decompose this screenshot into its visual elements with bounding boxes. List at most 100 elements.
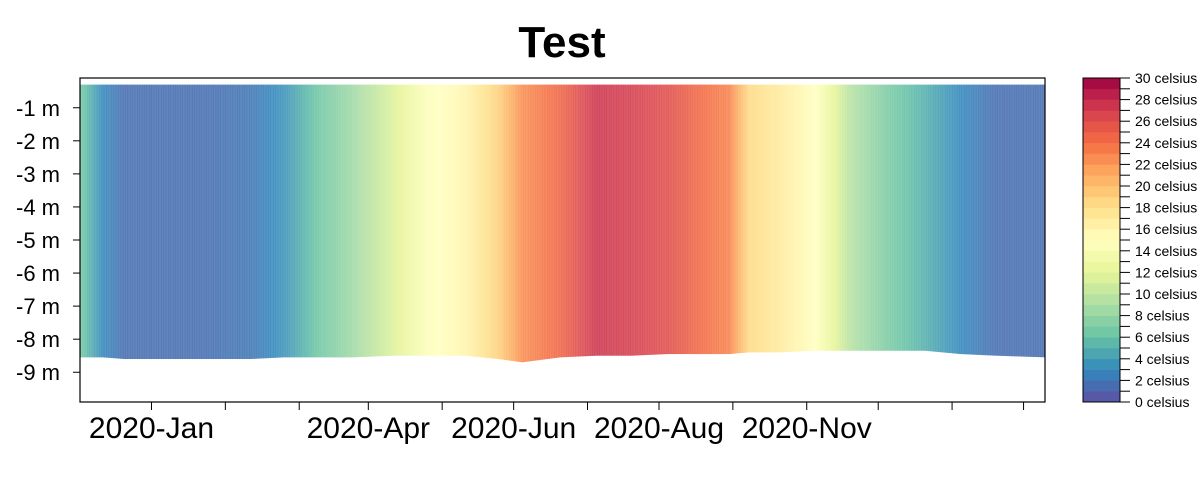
colorbar-label-15: 30 celsius xyxy=(1135,70,1197,86)
heat-cell-27 xyxy=(144,84,148,360)
colorbar-label-14: 28 celsius xyxy=(1135,92,1197,108)
heat-cell-31 xyxy=(153,84,157,360)
heat-cell-36 xyxy=(165,84,169,360)
heat-cell-171 xyxy=(487,84,491,359)
heat-cell-220 xyxy=(604,84,607,356)
heat-cell-266 xyxy=(713,84,717,355)
heat-cell-280 xyxy=(747,84,750,353)
heat-cell-261 xyxy=(701,84,705,355)
heat-cell-138 xyxy=(408,84,412,356)
heat-cell-219 xyxy=(601,84,605,356)
heat-cell-154 xyxy=(446,84,450,356)
heat-cell-355 xyxy=(925,84,929,351)
heat-cell-373 xyxy=(968,84,972,355)
heat-cell-256 xyxy=(689,84,693,355)
heat-cell-350 xyxy=(913,84,917,351)
heat-cell-390 xyxy=(1009,84,1013,357)
heat-cell-338 xyxy=(885,84,889,351)
heat-cell-8 xyxy=(99,84,102,358)
heat-cell-347 xyxy=(906,84,910,351)
heat-cell-178 xyxy=(504,84,507,361)
colorbar-swatch-18 xyxy=(1083,196,1120,208)
heat-cell-25 xyxy=(139,84,143,360)
heat-cell-227 xyxy=(620,84,624,356)
heat-cell-275 xyxy=(735,84,739,354)
colorbar-swatch-20 xyxy=(1083,175,1120,187)
heat-cell-199 xyxy=(554,84,557,358)
heat-cell-57 xyxy=(215,84,219,360)
heat-cell-243 xyxy=(659,84,662,355)
heat-cell-299 xyxy=(792,84,796,352)
colorbar-swatch-25 xyxy=(1083,121,1120,133)
heat-cell-71 xyxy=(249,84,252,360)
heat-cell-388 xyxy=(1004,84,1008,357)
heat-cell-346 xyxy=(904,84,908,351)
heat-cell-218 xyxy=(599,84,603,356)
colorbar-label-5: 10 celsius xyxy=(1135,286,1197,302)
heat-cell-232 xyxy=(632,84,636,356)
heat-cell-273 xyxy=(730,84,734,354)
heat-cell-202 xyxy=(561,84,565,358)
heat-cell-363 xyxy=(944,84,948,353)
heat-cell-374 xyxy=(971,84,974,355)
heat-cell-144 xyxy=(423,84,426,356)
heat-cell-2 xyxy=(84,84,88,358)
heat-cell-130 xyxy=(389,84,393,356)
heat-cell-6 xyxy=(94,84,98,358)
heat-cell-228 xyxy=(623,84,627,356)
heat-cell-116 xyxy=(356,84,360,358)
heat-cell-213 xyxy=(587,84,591,357)
heat-cell-226 xyxy=(618,84,622,356)
heat-cell-332 xyxy=(871,84,874,351)
heat-cell-149 xyxy=(435,84,438,356)
heat-cell-166 xyxy=(475,84,479,357)
heat-cell-19 xyxy=(125,84,129,360)
heat-cell-84 xyxy=(280,84,283,358)
heat-cell-291 xyxy=(773,84,777,353)
heat-cell-18 xyxy=(122,84,126,360)
heat-cell-115 xyxy=(354,84,357,358)
y-tick-label-7: -8 m xyxy=(16,327,60,352)
heat-cell-345 xyxy=(902,84,905,351)
heat-cell-205 xyxy=(568,84,572,357)
heat-cell-137 xyxy=(406,84,410,356)
heat-cell-361 xyxy=(940,84,943,353)
heat-cell-112 xyxy=(346,84,350,358)
heat-cell-39 xyxy=(172,84,176,360)
heat-cell-20 xyxy=(127,84,131,360)
heat-cell-30 xyxy=(151,84,155,360)
heat-cell-359 xyxy=(935,84,939,352)
heat-cell-268 xyxy=(718,84,722,355)
heat-cell-158 xyxy=(456,84,460,356)
heat-cell-167 xyxy=(477,84,481,358)
heat-cell-230 xyxy=(628,84,631,356)
heat-cell-377 xyxy=(978,84,982,355)
colorbar-swatch-6 xyxy=(1083,326,1120,338)
heat-cell-272 xyxy=(728,84,731,355)
heat-cell-123 xyxy=(373,84,376,357)
heat-cell-356 xyxy=(928,84,932,352)
heat-cell-225 xyxy=(616,84,619,356)
colorbar-swatch-19 xyxy=(1083,186,1120,198)
heat-cell-294 xyxy=(780,84,784,353)
colorbar-swatch-14 xyxy=(1083,240,1120,252)
heat-cell-318 xyxy=(837,84,841,351)
heat-cell-386 xyxy=(999,84,1003,356)
heat-cell-22 xyxy=(132,84,136,360)
colorbar-label-11: 22 celsius xyxy=(1135,156,1197,172)
heat-cell-309 xyxy=(816,84,820,351)
y-axis: -1 m -2 m -3 m -4 m -5 m -6 m -7 m -8 m -9 m xyxy=(16,96,80,385)
heat-cell-357 xyxy=(930,84,934,352)
heat-cell-10 xyxy=(103,84,107,358)
x-axis: 2020-Jan 2020-Apr 2020-Jun 2020-Aug 2020-Nov xyxy=(89,402,1025,445)
heat-cell-367 xyxy=(954,84,958,354)
colorbar-swatch-10 xyxy=(1083,283,1120,295)
heat-cell-131 xyxy=(392,84,395,356)
heat-cell-368 xyxy=(956,84,960,354)
plot-area xyxy=(80,84,1046,363)
heat-cell-157 xyxy=(454,84,457,356)
heat-cell-153 xyxy=(444,84,448,356)
heat-cell-141 xyxy=(415,84,419,356)
heat-cell-32 xyxy=(156,84,160,360)
heat-cell-247 xyxy=(668,84,672,355)
